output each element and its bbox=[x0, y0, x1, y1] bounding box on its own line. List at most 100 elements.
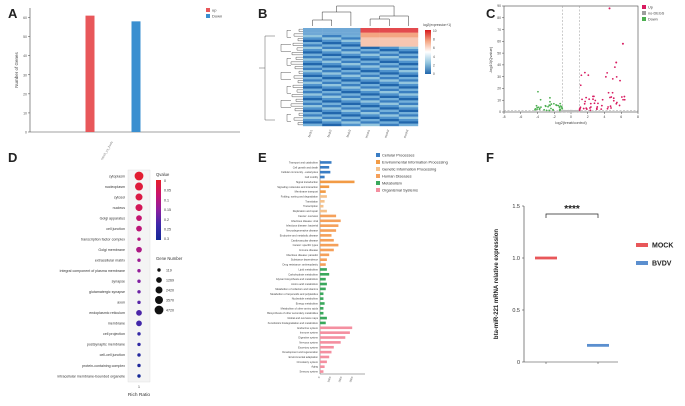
b-heatmap-cell bbox=[322, 102, 342, 106]
d-term-label: glutamatergic synapse bbox=[89, 290, 125, 294]
d-term-label: Golgi membrane bbox=[98, 248, 125, 252]
b-heatmap-cell bbox=[322, 67, 342, 71]
b-heatmap-cell bbox=[322, 121, 342, 124]
e-category-label: Cell motility bbox=[305, 175, 319, 179]
b-heatmap-cell bbox=[322, 84, 342, 87]
e-bar bbox=[320, 350, 332, 354]
a-y-tick-label: 20 bbox=[23, 92, 27, 96]
c-point-up bbox=[589, 102, 592, 105]
b-heatmap-cell bbox=[341, 119, 361, 122]
b-column-dendrogram bbox=[312, 5, 409, 26]
b-heatmap-cell bbox=[303, 58, 323, 61]
e-bar bbox=[320, 282, 327, 286]
d-qvalue-tick: 0.05 bbox=[164, 189, 171, 193]
c-point-up bbox=[607, 91, 610, 94]
b-heatmap-cell bbox=[398, 56, 419, 59]
c-point-up bbox=[589, 109, 592, 112]
d-size-legend-dot bbox=[155, 286, 163, 294]
b-heatmap-cell bbox=[398, 121, 419, 124]
e-legend-swatch bbox=[376, 153, 380, 157]
b-heatmap-cell bbox=[398, 28, 419, 31]
b-heatmap-cell bbox=[379, 65, 400, 68]
c-point-up bbox=[611, 77, 614, 80]
e-bar bbox=[320, 253, 330, 257]
c-x-tick-label: -8 bbox=[502, 115, 505, 119]
e-bar bbox=[320, 302, 325, 305]
c-point-up bbox=[612, 99, 615, 102]
b-heatmap-cell bbox=[398, 88, 419, 92]
b-heatmap-cell bbox=[379, 42, 400, 45]
b-heatmap-cell bbox=[398, 65, 419, 68]
b-heatmap-cell bbox=[303, 35, 323, 38]
c-point-down bbox=[557, 104, 560, 107]
c-y-tick-label: 90 bbox=[497, 4, 501, 8]
b-heatmap-cell bbox=[341, 112, 361, 115]
b-heatmap-cell bbox=[303, 44, 323, 47]
b-heatmap-cell bbox=[379, 121, 400, 124]
panel-f-qpcr-dot-plot: 0 0.5 1.0 1.5 bta-miR-221 mRNA relative expr… bbox=[494, 204, 673, 366]
e-category-label: Aging bbox=[311, 365, 318, 369]
e-bar bbox=[320, 263, 326, 266]
c-point-nodeg bbox=[577, 110, 579, 113]
c-point-up bbox=[593, 95, 595, 98]
c-y-tick-label: 40 bbox=[497, 63, 501, 67]
b-heatmap-cell bbox=[341, 91, 361, 94]
b-heatmap-cell bbox=[360, 60, 380, 64]
b-heatmap-cell bbox=[379, 91, 400, 94]
b-heatmap-cell bbox=[322, 63, 342, 66]
b-heatmap-cell bbox=[341, 107, 361, 110]
b-heatmap-cell bbox=[360, 56, 380, 59]
b-heatmap-cell bbox=[379, 46, 400, 50]
panel-d-go-bubble-chart: cytoplasm nucleoplasm cytosol nucleus Golgi … bbox=[57, 169, 183, 398]
c-point-up bbox=[610, 107, 612, 109]
e-bar bbox=[320, 214, 337, 218]
b-heatmap-cell bbox=[360, 93, 380, 96]
b-heatmap-cell bbox=[379, 67, 400, 71]
b-heatmap-cell bbox=[303, 114, 323, 117]
e-bar bbox=[320, 229, 337, 232]
c-point-up bbox=[594, 99, 597, 102]
c-point-up bbox=[600, 104, 603, 107]
a-legend-label-up: up bbox=[212, 8, 217, 13]
d-bubble bbox=[137, 258, 141, 262]
c-legend-label: no-DEGS bbox=[648, 12, 665, 16]
panel-letter-f: F bbox=[486, 150, 494, 165]
b-heatmap-cell bbox=[398, 35, 419, 38]
c-point-nodeg bbox=[571, 110, 574, 113]
c-point-down bbox=[548, 109, 551, 112]
c-point-down bbox=[550, 107, 552, 110]
e-legend-label: Cellular Processes bbox=[382, 153, 414, 158]
b-heatmap-cell bbox=[303, 79, 323, 82]
e-bar bbox=[320, 292, 324, 296]
b-row-dendrogram bbox=[259, 28, 303, 126]
a-legend-swatch-down bbox=[206, 14, 210, 18]
b-heatmap-cell bbox=[379, 32, 400, 36]
c-point-up bbox=[606, 71, 609, 74]
d-term-label: cytosol bbox=[114, 195, 125, 199]
e-category-label: Metabolism of cofactors and vitamins bbox=[275, 287, 318, 291]
e-category-label: Signaling molecules and interaction bbox=[277, 185, 318, 189]
d-bubble bbox=[136, 246, 142, 253]
b-heatmap-cell bbox=[379, 119, 400, 122]
b-heatmap-cell bbox=[360, 79, 380, 82]
e-category-label: Cancer: specific types bbox=[293, 243, 319, 247]
b-heatmap-cell bbox=[322, 93, 342, 96]
c-point-down bbox=[552, 108, 554, 111]
c-point-down bbox=[537, 90, 539, 93]
b-heatmap-cell bbox=[322, 105, 342, 108]
b-heatmap-cell bbox=[341, 56, 361, 59]
b-heatmap-cell bbox=[341, 60, 361, 64]
e-category-label: Nervous system bbox=[299, 340, 318, 344]
b-heatmap-cell bbox=[360, 114, 380, 117]
b-heatmap-cell bbox=[398, 37, 419, 40]
b-heatmap-cell bbox=[398, 95, 419, 99]
d-bubble bbox=[135, 182, 143, 191]
d-term-label: cell-cell junction bbox=[100, 353, 125, 357]
c-point-up bbox=[618, 104, 621, 107]
f-y-tick-label: 1.0 bbox=[512, 256, 520, 262]
e-category-label: Glycan biosynthesis and metabolism bbox=[276, 277, 318, 281]
c-point-nodeg bbox=[575, 110, 578, 112]
b-heatmap-cell bbox=[322, 53, 342, 57]
e-category-label: Lipid metabolism bbox=[299, 267, 318, 271]
b-heatmap-cell bbox=[398, 114, 419, 117]
